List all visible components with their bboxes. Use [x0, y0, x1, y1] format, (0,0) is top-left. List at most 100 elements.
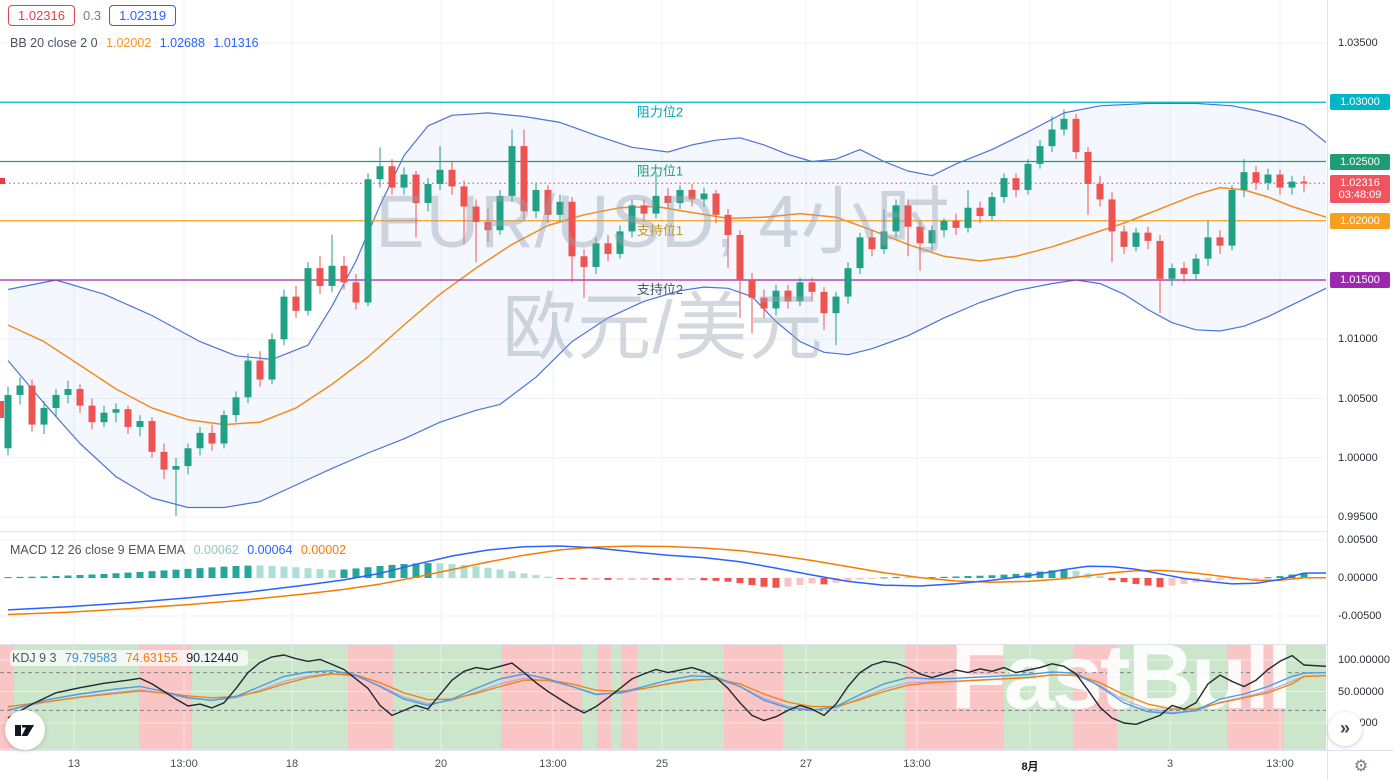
kdj-pane[interactable]: FastBull — [0, 626, 1327, 728]
macd-histogram-bar — [1216, 578, 1224, 581]
macd-histogram-bar — [124, 572, 132, 578]
scroll-to-latest-button[interactable]: » — [1328, 712, 1362, 746]
candle-body — [1168, 268, 1176, 279]
candle-body — [148, 421, 156, 452]
candle-body — [1300, 181, 1308, 184]
candle-body — [724, 214, 732, 235]
macd-histogram-bar — [892, 576, 900, 578]
macd-histogram-bar — [856, 578, 864, 580]
macd-histogram-bar — [808, 578, 816, 584]
macd-histogram-bar — [628, 578, 636, 580]
macd-histogram-bar — [352, 568, 360, 578]
candle-body — [916, 226, 924, 244]
bb-basis-value: 1.02002 — [106, 36, 152, 50]
macd-histogram-bar — [268, 565, 276, 578]
macd-histogram-bar — [196, 568, 204, 578]
candle-body — [760, 297, 768, 309]
candle-body — [700, 193, 708, 200]
bb-upper-value: 1.02688 — [159, 36, 205, 50]
candle-body — [1132, 232, 1140, 247]
candle-body — [112, 409, 120, 413]
candle-body — [40, 407, 48, 425]
macd-histogram-bar — [316, 569, 324, 578]
time-axis[interactable]: 13 13:00 18 20 13:00 25 27 13:00 8月 3 13:00 — [0, 750, 1393, 780]
candle-body — [292, 296, 300, 311]
macd-histogram-bar — [424, 563, 432, 578]
macd-histogram-bar — [844, 578, 852, 582]
macd-histogram-bar — [928, 577, 936, 579]
bb-indicator-legend[interactable]: BB 20 close 2 0 1.02002 1.02688 1.01316 — [10, 36, 264, 50]
candles-layer[interactable] — [4, 109, 1308, 516]
macd-histogram-bar — [436, 563, 444, 578]
candle-body — [592, 243, 600, 267]
candle-body — [124, 409, 132, 427]
candle-body — [1264, 174, 1272, 183]
macd-histogram-bar — [136, 571, 144, 578]
level-price-badge[interactable]: 1.02500 — [1330, 153, 1390, 170]
macd-histogram-bar — [868, 578, 876, 579]
kdj-indicator-legend[interactable]: KDJ 9 3 79.79583 74.63155 90.12440 — [10, 650, 253, 666]
candle-body — [1192, 258, 1200, 275]
macd-pane[interactable] — [4, 545, 1327, 616]
tradingview-logo[interactable] — [5, 710, 45, 750]
current-price-badge[interactable]: 1.02316 03:48:09 — [1330, 175, 1390, 204]
macd-tick: -0.00500 — [1338, 610, 1382, 622]
candle-body — [508, 146, 516, 196]
candle-body — [808, 282, 816, 292]
candle-body — [448, 169, 456, 187]
candle-body — [988, 197, 996, 217]
candle-body — [892, 205, 900, 232]
macd-histogram-bar — [76, 575, 84, 578]
ask-price-badge[interactable]: 1.02319 — [109, 5, 177, 26]
price-axis[interactable]: 1.03500 1.01000 1.00500 1.00000 0.99500 0.005… — [1327, 0, 1393, 750]
candle-body — [412, 174, 420, 203]
macd-histogram-bar — [400, 564, 408, 578]
macd-histogram-bar — [964, 576, 972, 578]
candle-body — [856, 237, 864, 269]
macd-histogram-bar — [796, 578, 804, 585]
level-price-badge[interactable]: 1.02000 — [1330, 212, 1390, 229]
price-tick: 1.00000 — [1338, 451, 1378, 464]
macd-histogram-bar — [880, 577, 888, 579]
gear-icon[interactable]: ⚙ — [1353, 758, 1369, 775]
macd-histogram-bar — [1036, 571, 1044, 578]
kdj-regime-band — [1004, 645, 1073, 749]
level-price-badge[interactable]: 1.03000 — [1330, 94, 1390, 111]
candle-body — [664, 195, 672, 203]
candle-body — [904, 205, 912, 227]
candle-body — [1228, 189, 1236, 246]
macd-histogram-bar — [592, 578, 600, 580]
time-tick: 13 — [67, 758, 81, 770]
candle-body — [712, 193, 720, 215]
candle-body — [232, 397, 240, 416]
macd-histogram-bar — [364, 567, 372, 578]
candle-body — [364, 179, 372, 303]
candle-body — [244, 360, 252, 398]
macd-indicator-legend[interactable]: MACD 12 26 close 9 EMA EMA 0.00062 0.000… — [10, 543, 351, 557]
macd-tick: 0.00500 — [1338, 534, 1378, 546]
candle-body — [76, 389, 84, 406]
macd-histogram-bar — [1264, 577, 1272, 579]
candle-body — [796, 282, 804, 302]
kdj-regime-band — [621, 645, 637, 749]
time-tick: 13:00 — [903, 758, 931, 770]
candle-body — [352, 282, 360, 303]
macd-histogram-bar — [4, 577, 12, 579]
macd-histogram-bar — [568, 578, 576, 580]
macd-histogram-bar — [448, 563, 456, 578]
macd-histogram-bar — [520, 573, 528, 578]
macd-histogram-bar — [556, 578, 564, 579]
bid-price-badge[interactable]: 1.02316 — [8, 5, 75, 26]
candle-body — [580, 256, 588, 267]
candle-body — [868, 237, 876, 250]
candle-body — [16, 385, 24, 395]
macd-histogram-bar — [304, 568, 312, 578]
macd-histogram-bar — [100, 573, 108, 578]
candle-body — [1276, 174, 1284, 188]
level-price-badge[interactable]: 1.01500 — [1330, 272, 1390, 288]
macd-histogram-bar — [88, 574, 96, 578]
price-tick: 1.01000 — [1338, 333, 1378, 346]
macd-histogram-bar — [340, 569, 348, 578]
candle-body — [1084, 152, 1092, 185]
macd-histogram-bar — [712, 578, 720, 581]
